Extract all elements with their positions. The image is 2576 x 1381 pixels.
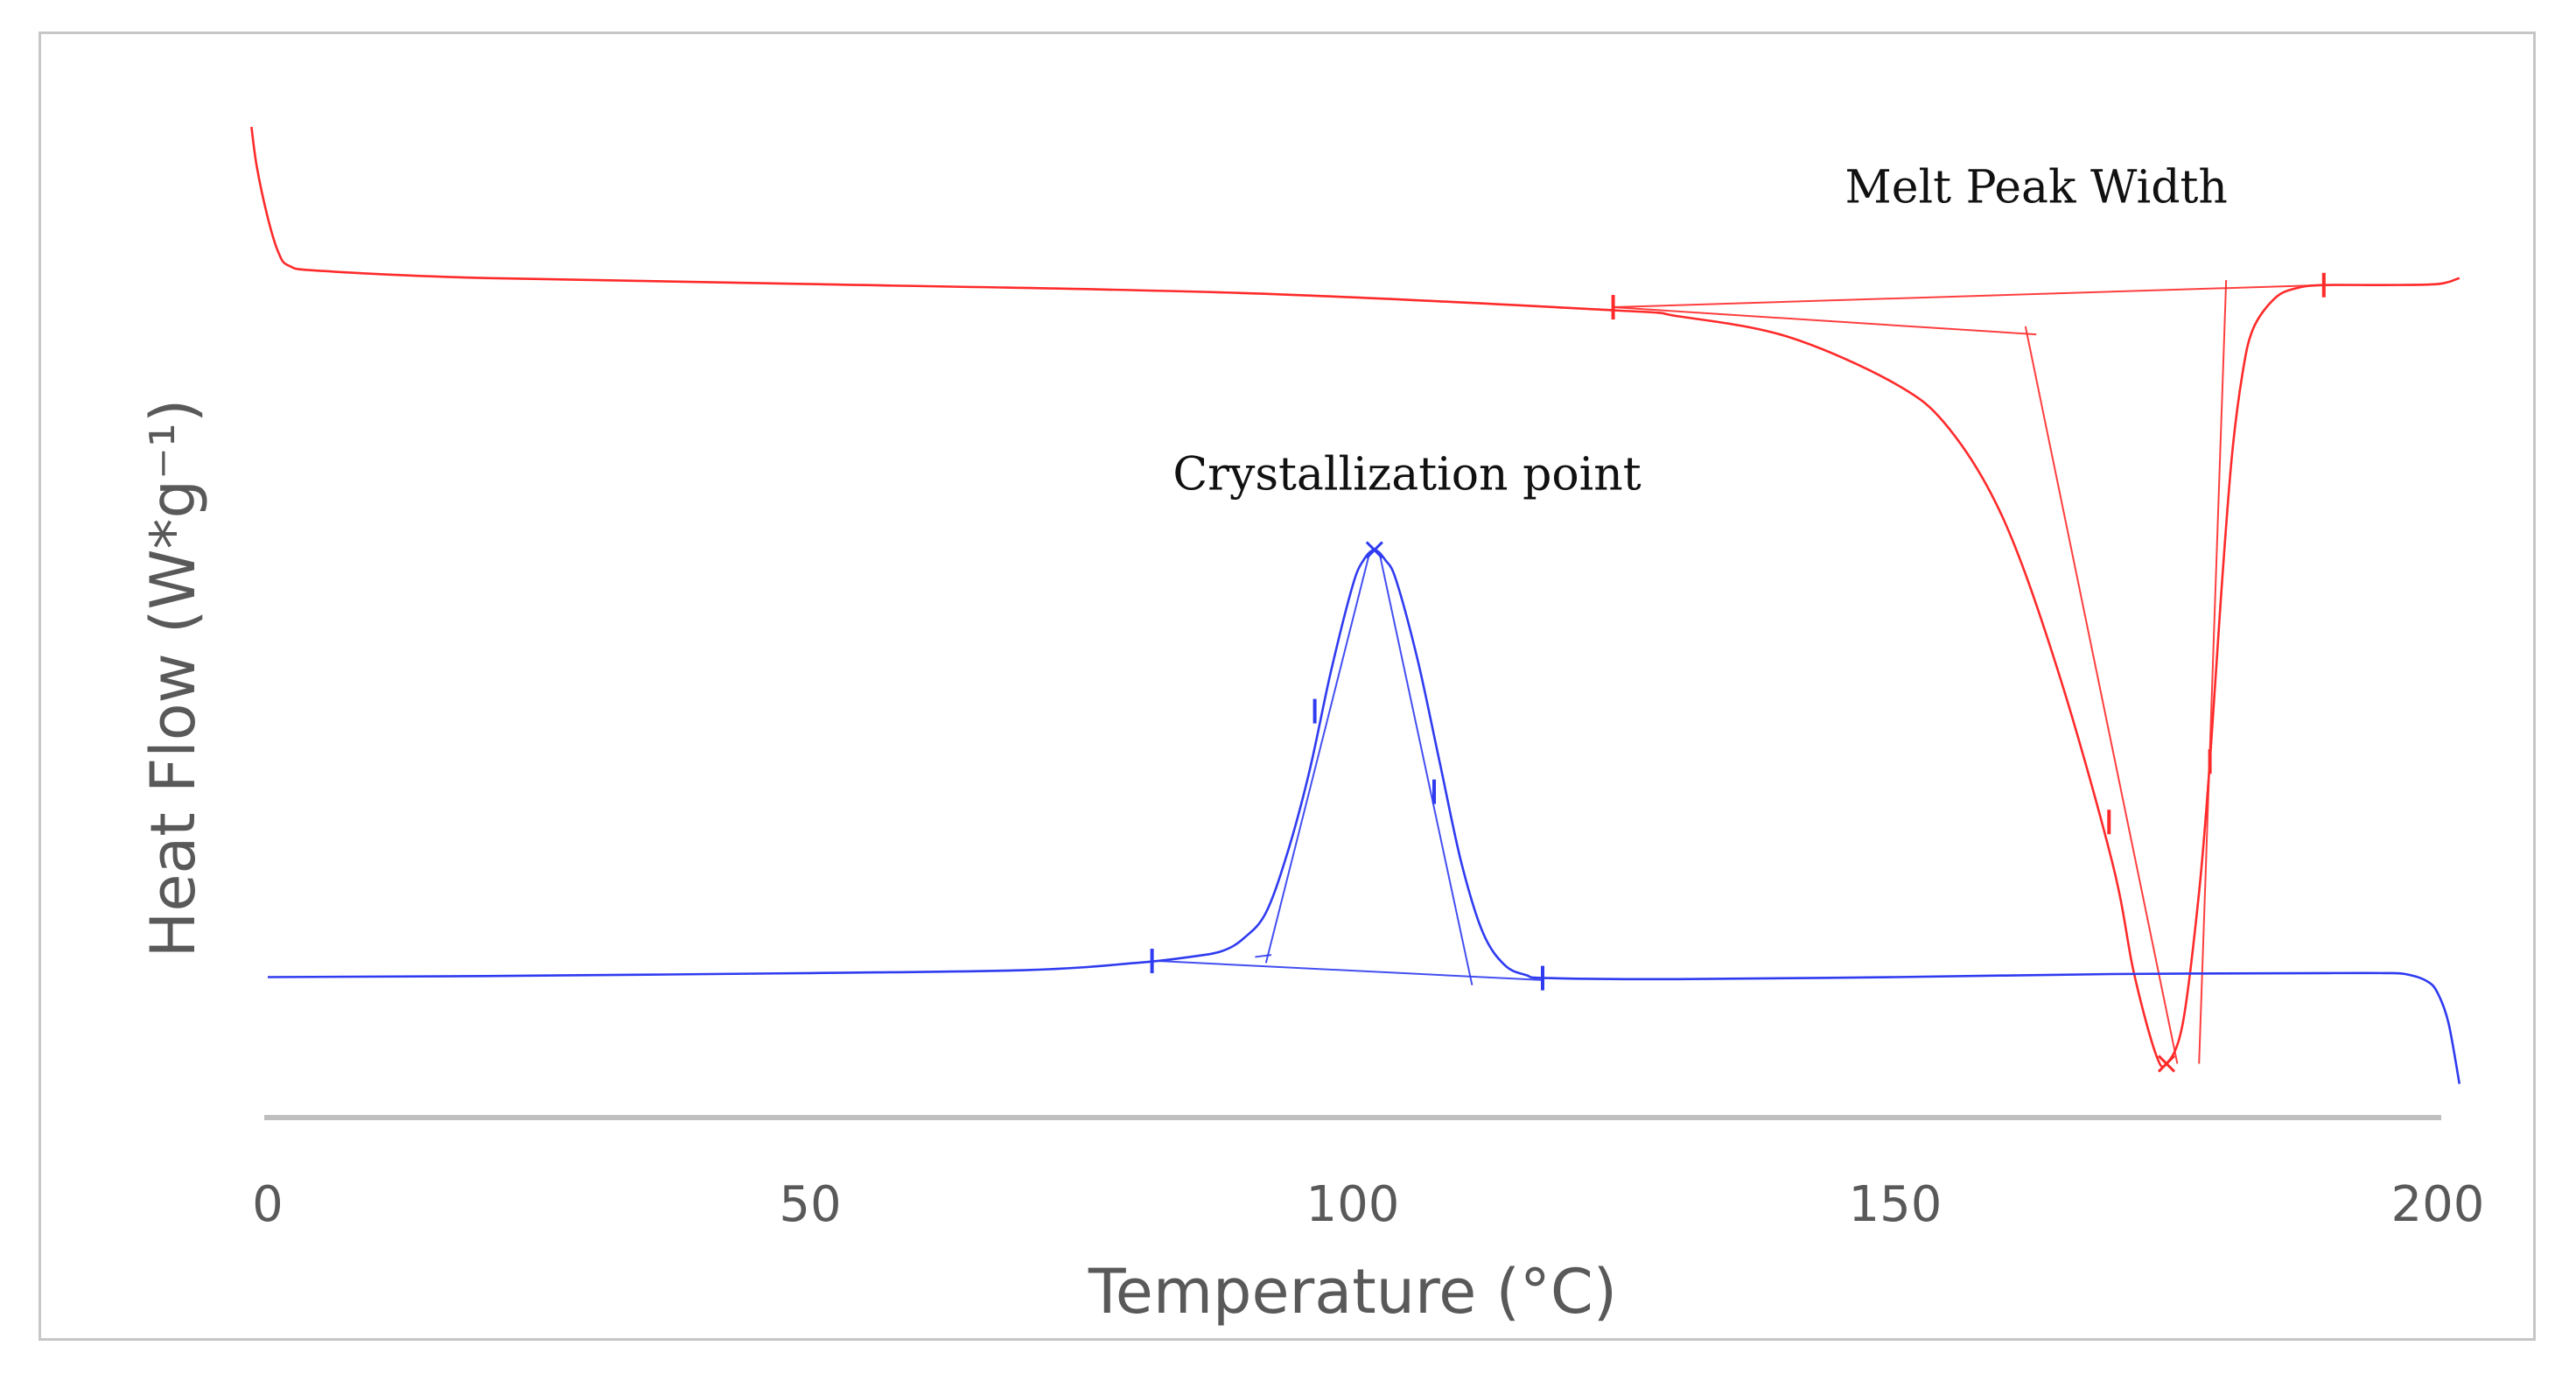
x-tick-label: 0 [252, 1176, 284, 1233]
construction-line-7 [1264, 554, 1370, 964]
x-tick-label: 200 [2391, 1176, 2485, 1233]
construction-lines-layer [1157, 279, 2324, 1064]
y-axis-title: Heat Flow (W*g⁻¹) [137, 399, 209, 958]
chart-frame [38, 32, 2536, 1341]
x-axis-title: Temperature (°C) [1088, 1256, 1617, 1328]
construction-line-2 [1613, 284, 2324, 309]
construction-line-3 [2024, 326, 2179, 1064]
series-line-cooling-crystallization [267, 549, 2461, 1084]
x-tick-label: 150 [1849, 1176, 1942, 1233]
annotation-melt-peak-width: Melt Peak Width [1845, 161, 2228, 214]
x-tick-label: 50 [779, 1176, 841, 1233]
peak-marker-8 [1365, 541, 1383, 559]
peak-marker-3 [2157, 1055, 2176, 1073]
construction-line-4 [2198, 279, 2228, 1064]
series-layer [250, 126, 2461, 1084]
markers-layer [1150, 272, 2326, 1073]
x-tick-labels: 0 50 100 150 200 [252, 1176, 2484, 1233]
x-tick-label: 100 [1306, 1176, 1400, 1233]
construction-line-6 [1255, 954, 1272, 958]
construction-line-8 [1379, 554, 1474, 985]
annotation-crystallization-point: Crystallization point [1172, 448, 1641, 501]
construction-line-1 [1613, 306, 2037, 336]
construction-line-5 [1157, 960, 1544, 981]
annotations-layer: Melt Peak Width Crystallization point [1172, 161, 2228, 501]
series-line-heating-melting [250, 126, 2460, 1069]
